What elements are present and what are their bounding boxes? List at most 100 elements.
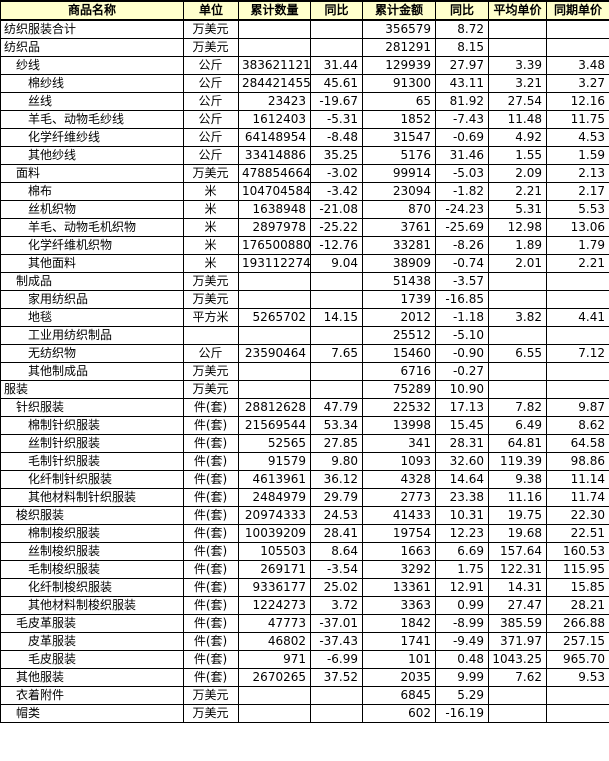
amount_yoy-cell: -7.43 — [435, 110, 489, 129]
amount_yoy-cell: -0.90 — [435, 344, 489, 363]
unit-cell: 万美元 — [183, 290, 239, 309]
qty_yoy-cell: -3.02 — [310, 164, 363, 183]
product-name-cell: 纺织服装合计 — [0, 19, 184, 39]
table-row: 丝制针织服装 件(套) 52565 27.85 341 28.31 64.81 64.58 — [0, 434, 609, 453]
column-header-amount: 累计金额 — [362, 0, 436, 21]
amount-cell: 3761 — [362, 218, 436, 237]
unit-cell: 件(套) — [183, 398, 239, 417]
unit-cell: 件(套) — [183, 596, 239, 615]
product-name-cell: 化学纤维纱线 — [0, 128, 184, 147]
qty_yoy-cell: 28.41 — [310, 524, 363, 543]
qty-cell — [238, 272, 311, 291]
avg_price-cell — [488, 326, 547, 345]
qty-cell: 9336177 — [238, 578, 311, 597]
unit-cell: 万美元 — [183, 686, 239, 705]
amount_yoy-cell: 28.31 — [435, 434, 489, 453]
product-name-cell: 化学纤维机织物 — [0, 236, 184, 255]
unit-cell: 米 — [183, 200, 239, 219]
amount_yoy-cell: 12.23 — [435, 524, 489, 543]
qty_yoy-cell: -3.42 — [310, 182, 363, 201]
avg_price-cell: 14.31 — [488, 578, 547, 597]
amount_yoy-cell: -16.19 — [435, 704, 489, 723]
amount-cell: 341 — [362, 434, 436, 453]
table-row: 其他面料米 193112274 9.04 38909 -0.74 2.01 2.21 — [0, 254, 609, 273]
qty_yoy-cell: 31.44 — [310, 56, 363, 75]
unit-cell: 万美元 — [183, 362, 239, 381]
product-name-cell: 其他纱线 — [0, 146, 184, 165]
unit-cell: 件(套) — [183, 488, 239, 507]
table-row: 化学纤维纱线 公斤 64148954 -8.48 31547 -0.69 4.92 4.53 — [0, 128, 609, 147]
amount-cell: 25512 — [362, 326, 436, 345]
unit-cell: 万美元 — [183, 19, 239, 39]
product-name-cell: 其他材料制梭织服装 — [0, 596, 184, 615]
product-name-cell: 羊毛、动物毛机织物 — [0, 218, 184, 237]
amount_yoy-cell: -1.82 — [435, 182, 489, 201]
table-row: 家用纺织品 万美元 1739 -16.85 — [0, 290, 609, 309]
table-row: 帽类 万美元 602 -16.19 — [0, 704, 609, 723]
qty_yoy-cell: 27.85 — [310, 434, 363, 453]
qty-cell — [238, 290, 311, 309]
unit-cell: 万美元 — [183, 38, 239, 57]
table-row: 梭织服装 件(套) 20974333 24.53 41433 10.31 19.75 22.3… — [0, 506, 609, 525]
qty_yoy-cell: -5.31 — [310, 110, 363, 129]
product-name-cell: 毛制梭织服装 — [0, 560, 184, 579]
qty_yoy-cell: -8.48 — [310, 128, 363, 147]
amount_yoy-cell: 31.46 — [435, 146, 489, 165]
prev_price-cell: 1.79 — [546, 236, 609, 255]
prev_price-cell — [546, 686, 609, 705]
amount_yoy-cell: 0.48 — [435, 650, 489, 669]
prev_price-cell: 2.21 — [546, 254, 609, 273]
qty-cell: 478854664 — [238, 164, 311, 183]
qty-cell — [238, 704, 311, 723]
qty_yoy-cell: 9.80 — [310, 452, 363, 471]
amount_yoy-cell: 6.69 — [435, 542, 489, 561]
amount_yoy-cell: 14.64 — [435, 470, 489, 489]
qty-cell: 176500880 — [238, 236, 311, 255]
amount-cell: 1739 — [362, 290, 436, 309]
column-header-prev_price: 同期单价 — [546, 0, 609, 21]
amount-cell: 1842 — [362, 614, 436, 633]
qty_yoy-cell — [310, 704, 363, 723]
unit-cell: 件(套) — [183, 434, 239, 453]
unit-cell: 件(套) — [183, 560, 239, 579]
table-row: 毛制针织服装 件(套) 91579 9.80 1093 32.60 119.39 98.86 — [0, 452, 609, 471]
qty_yoy-cell — [310, 290, 363, 309]
avg_price-cell: 7.82 — [488, 398, 547, 417]
prev_price-cell: 965.70 — [546, 650, 609, 669]
amount-cell: 6845 — [362, 686, 436, 705]
table-row: 毛制梭织服装 件(套) 269171 -3.54 3292 1.75 122.31 115.9… — [0, 560, 609, 579]
qty-cell — [238, 326, 311, 345]
table-row: 棉制梭织服装 件(套) 10039209 28.41 19754 12.23 19.68 22… — [0, 524, 609, 543]
qty-cell — [238, 362, 311, 381]
amount-cell: 2035 — [362, 668, 436, 687]
qty-cell: 47773 — [238, 614, 311, 633]
table-row: 纺织服装合计 万美元 356579 8.72 — [0, 19, 609, 39]
amount-cell: 3292 — [362, 560, 436, 579]
qty-cell — [238, 686, 311, 705]
table-row: 化纤制梭织服装 件(套) 9336177 25.02 13361 12.91 14.31 15… — [0, 578, 609, 597]
table-row: 其他材料制梭织服装 件(套) 1224273 3.72 3363 0.99 27.47 28.… — [0, 596, 609, 615]
avg_price-cell: 64.81 — [488, 434, 547, 453]
avg_price-cell: 122.31 — [488, 560, 547, 579]
table-row: 毛皮革服装 件(套) 47773 -37.01 1842 -8.99 385.59 266.8… — [0, 614, 609, 633]
avg_price-cell — [488, 380, 547, 399]
qty-cell: 2897978 — [238, 218, 311, 237]
amount_yoy-cell: -0.27 — [435, 362, 489, 381]
unit-cell: 公斤 — [183, 74, 239, 93]
qty-cell: 46802 — [238, 632, 311, 651]
amount-cell: 602 — [362, 704, 436, 723]
qty_yoy-cell — [310, 686, 363, 705]
qty-cell: 23423 — [238, 92, 311, 111]
prev_price-cell: 22.30 — [546, 506, 609, 525]
amount_yoy-cell: 10.31 — [435, 506, 489, 525]
avg_price-cell: 9.38 — [488, 470, 547, 489]
amount-cell: 356579 — [362, 19, 436, 39]
table-row: 面料 万美元 478854664 -3.02 99914 -5.03 2.09 2.13 — [0, 164, 609, 183]
unit-cell: 万美元 — [183, 380, 239, 399]
unit-cell: 万美元 — [183, 704, 239, 723]
qty-cell: 193112274 — [238, 254, 311, 273]
textile-apparel-stats-table: 商品名称 单位 累计数量 同比 累计金额 同比 平均单价 同期单价 纺织服装合计 万美元 3565… — [0, 0, 609, 723]
amount_yoy-cell: -1.18 — [435, 308, 489, 327]
unit-cell: 公斤 — [183, 128, 239, 147]
column-header-name: 商品名称 — [0, 0, 184, 21]
